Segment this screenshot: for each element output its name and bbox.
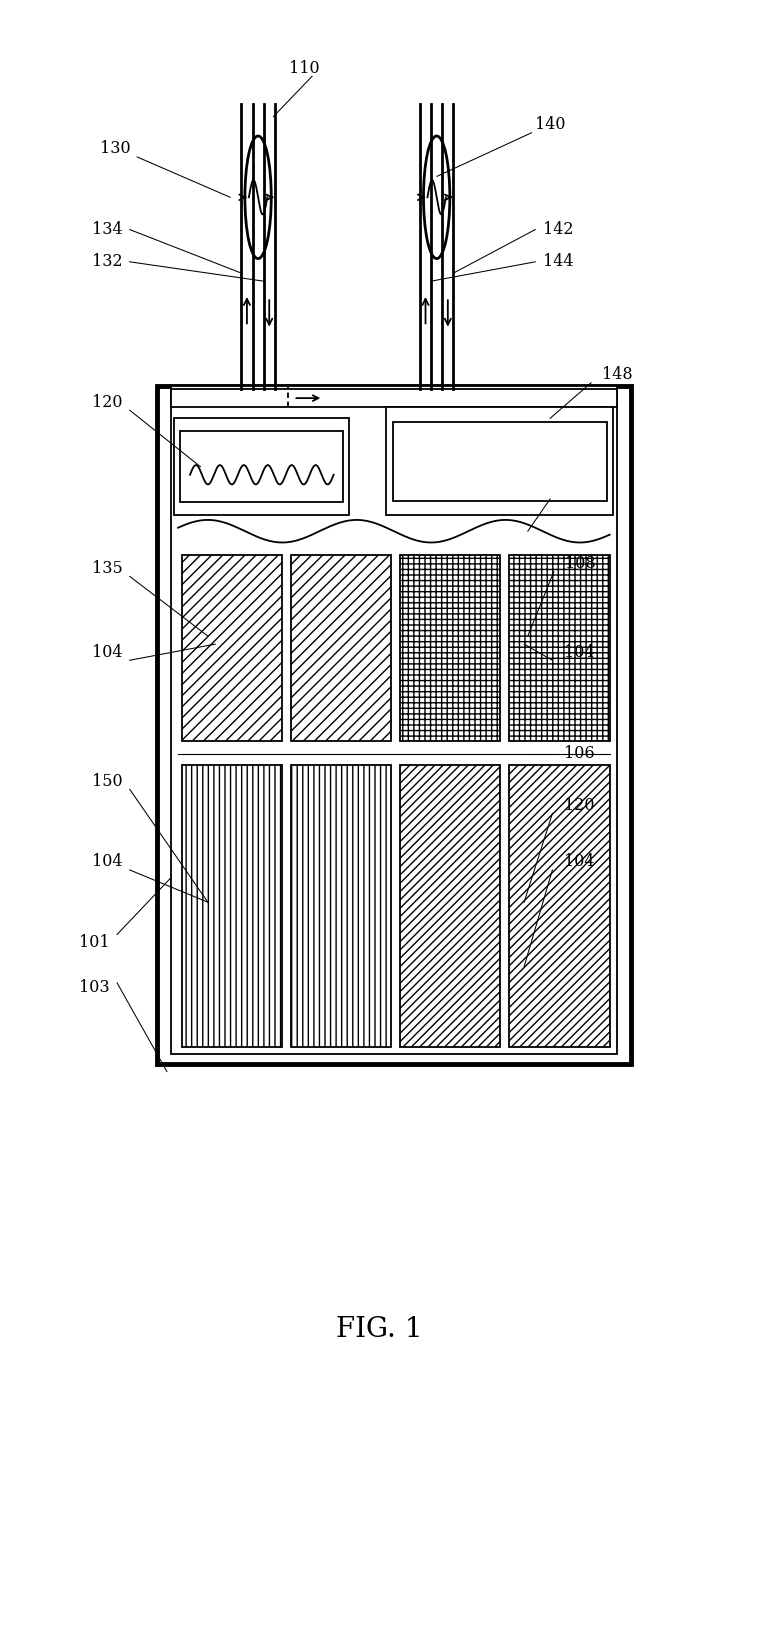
- Bar: [509, 555, 609, 740]
- Text: 106: 106: [563, 745, 594, 763]
- Text: FIG. 1: FIG. 1: [336, 1316, 422, 1344]
- Text: 150: 150: [92, 773, 122, 789]
- Bar: [180, 431, 343, 503]
- Text: 135: 135: [92, 560, 122, 578]
- Bar: [509, 765, 609, 1048]
- Text: 120: 120: [92, 394, 122, 410]
- Text: 134: 134: [92, 221, 122, 238]
- Text: 120: 120: [563, 797, 594, 814]
- Bar: [387, 407, 613, 516]
- Text: 108: 108: [565, 555, 596, 573]
- Bar: [174, 418, 349, 516]
- Bar: [171, 386, 617, 1054]
- Bar: [400, 555, 500, 740]
- Bar: [182, 555, 282, 740]
- Bar: [291, 555, 391, 740]
- Text: 132: 132: [92, 254, 122, 270]
- Text: 104: 104: [92, 644, 122, 661]
- Text: 144: 144: [543, 254, 573, 270]
- Text: 110: 110: [290, 60, 320, 76]
- Text: 104: 104: [92, 854, 122, 870]
- Bar: [400, 765, 500, 1048]
- Bar: [393, 421, 606, 501]
- Text: 104: 104: [563, 644, 594, 661]
- Bar: [182, 765, 282, 1048]
- Text: 101: 101: [79, 934, 110, 952]
- Text: 142: 142: [543, 221, 573, 238]
- Bar: [157, 386, 631, 1064]
- Text: 130: 130: [99, 140, 130, 158]
- Text: 145: 145: [562, 485, 592, 503]
- Text: 140: 140: [535, 116, 565, 133]
- Text: 104: 104: [563, 854, 594, 870]
- Bar: [171, 389, 617, 407]
- Bar: [291, 765, 391, 1048]
- Text: 103: 103: [79, 979, 110, 996]
- Text: 148: 148: [603, 366, 633, 384]
